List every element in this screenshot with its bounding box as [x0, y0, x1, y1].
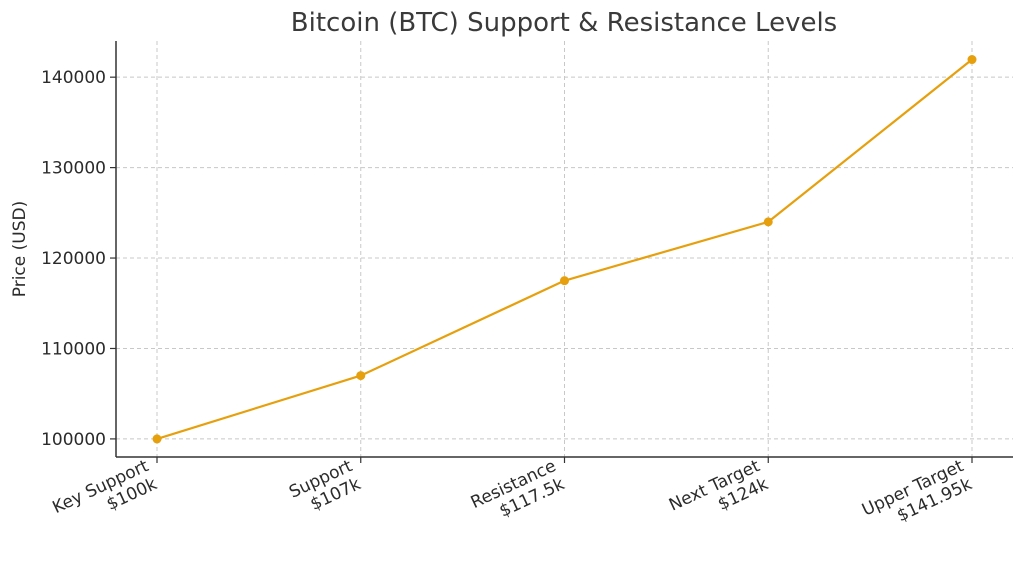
- chart-title: Bitcoin (BTC) Support & Resistance Level…: [291, 8, 837, 38]
- y-tick-label: 130000: [41, 159, 106, 179]
- x-tick-label: Resistance$117.5k: [468, 456, 568, 522]
- y-tick-label: 120000: [41, 249, 106, 269]
- x-tick-label: Key Support$100k: [50, 456, 161, 518]
- y-tick-label: 100000: [41, 430, 106, 450]
- data-point: [560, 276, 569, 286]
- y-axis-label: Price (USD): [10, 201, 30, 297]
- data-point: [763, 217, 773, 227]
- tick-layer: 100000 110000 120000 130000 140000 Key Suppor…: [41, 68, 975, 526]
- x-tick-label: Next Target$124k: [666, 456, 772, 516]
- series-line: [156, 58, 973, 440]
- data-point: [967, 55, 977, 65]
- x-tick-label: Upper Target$141.95k: [859, 456, 975, 526]
- y-tick-label: 110000: [41, 339, 106, 359]
- y-tick-label: 140000: [41, 68, 106, 88]
- x-tick-label: Support$107k: [286, 456, 364, 515]
- grid-layer: [116, 41, 1013, 457]
- series-layer: [152, 55, 977, 444]
- data-point: [356, 371, 366, 381]
- data-point: [152, 434, 162, 444]
